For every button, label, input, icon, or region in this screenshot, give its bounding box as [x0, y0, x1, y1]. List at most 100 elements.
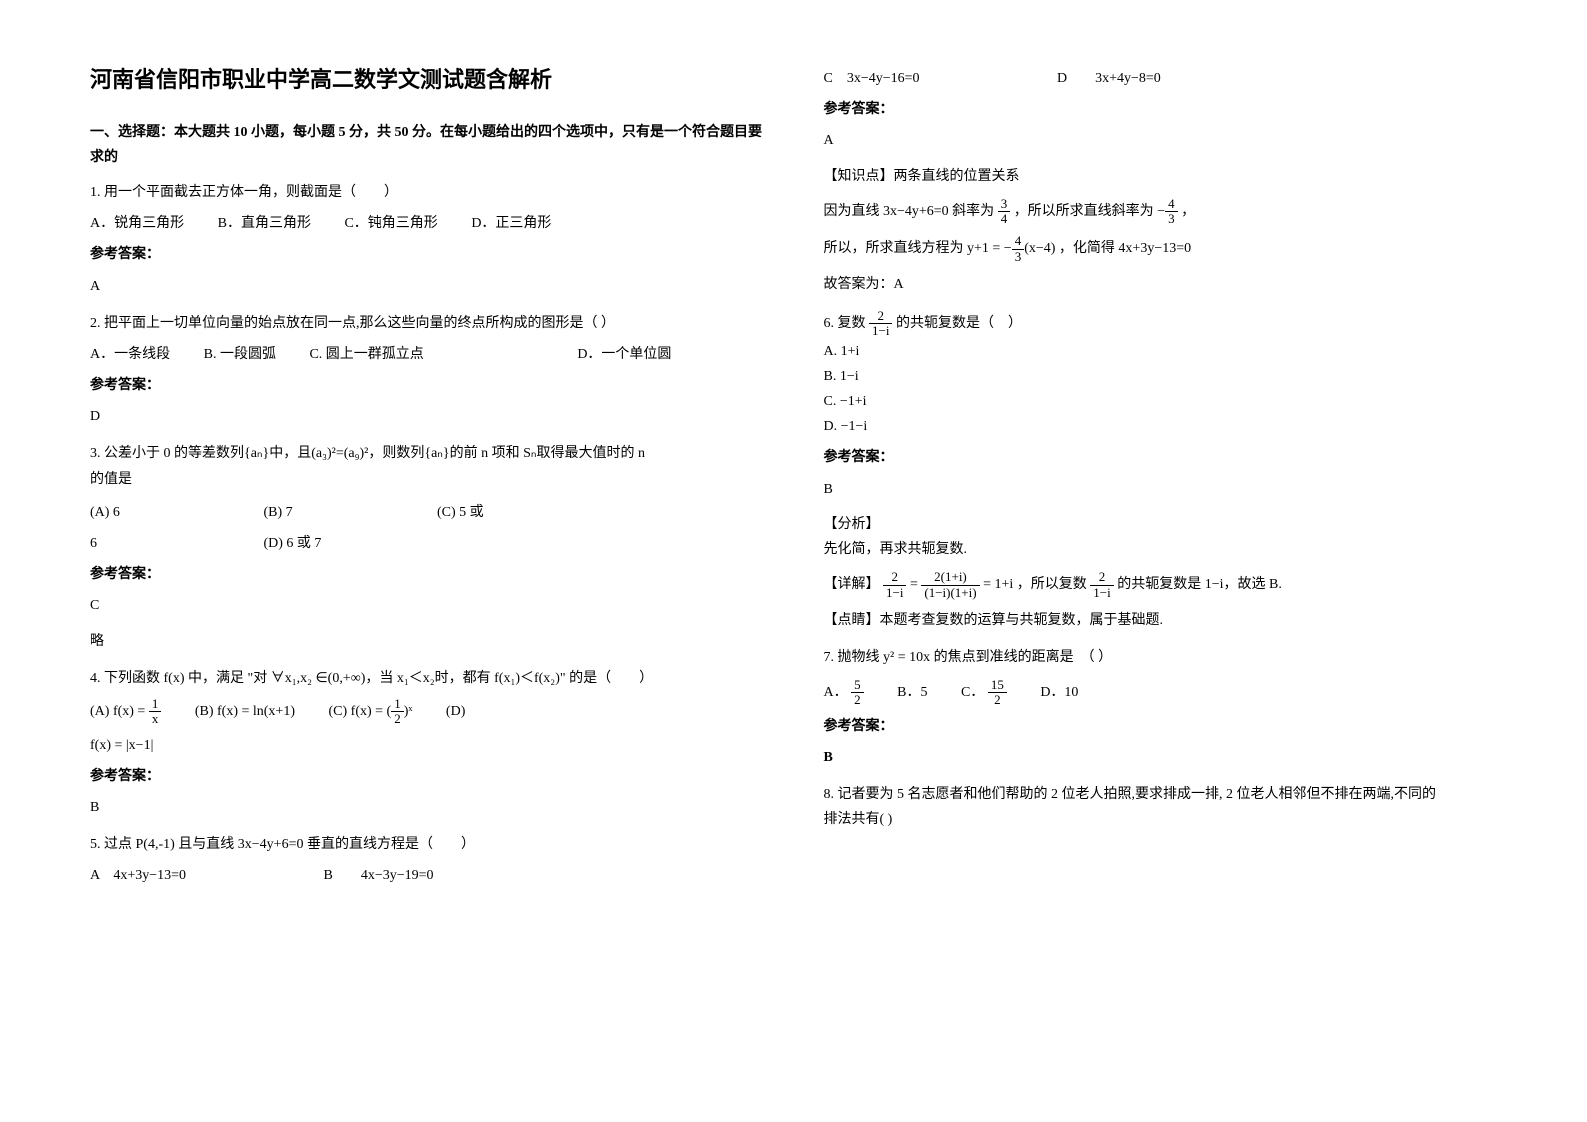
question-7: 7. 抛物线 y² = 10x 的焦点到准线的距离是 （ ） A． 52 B．5… — [824, 645, 1498, 770]
q4-optD-line: f(x) = |x−1| — [90, 733, 764, 758]
q2-answer-label: 参考答案： — [90, 373, 764, 398]
q5-explain1: 因为直线 3x−4y+6=0 斜率为 34 ，所以所求直线斜率为 −43 ， — [824, 197, 1498, 227]
q3-text-p2: 的值是 — [90, 467, 764, 492]
q6-detail-frac3: 21−i — [1090, 570, 1113, 600]
q4-optC-frac: 12 — [391, 697, 404, 727]
q5-explain2: 所以，所求直线方程为 y+1 = −43(x−4) ，化简得 4x+3y−13=… — [824, 234, 1498, 264]
q4-optC-pre: (C) — [328, 704, 347, 719]
q3-text-p1: 3. 公差小于 0 的等差数列{aₙ}中，且(a₃)²=(a₉)²，则数列{aₙ… — [90, 441, 764, 466]
q4-answer: B — [90, 795, 764, 820]
q2-optA: A．一条线段 — [90, 342, 170, 367]
question-2: 2. 把平面上一切单位向量的始点放在同一点,那么这些向量的终点所构成的图形是（ … — [90, 311, 764, 430]
section-header: 一、选择题：本大题共 10 小题，每小题 5 分，共 50 分。在每小题给出的四… — [90, 120, 764, 170]
right-column: C 3x−4y−16=0 D 3x+4y−8=0 参考答案： A 【知识点】两条… — [824, 60, 1498, 1062]
q1-options: A．锐角三角形 B．直角三角形 C．钝角三角形 D．正三角形 — [90, 211, 764, 236]
q6-frac: 21−i — [869, 309, 892, 339]
q4-text: 4. 下列函数 f(x) 中，满足 "对 ∀x₁,x₂ ∈(0,+∞)，当 x₁… — [90, 666, 764, 691]
q6-optB: B. 1−i — [824, 364, 1498, 389]
question-1: 1. 用一个平面截去正方体一角，则截面是（ ） A．锐角三角形 B．直角三角形 … — [90, 180, 764, 299]
q2-answer: D — [90, 404, 764, 429]
q6-detail-frac1: 21−i — [883, 570, 906, 600]
q4-optA-pre: (A) — [90, 704, 109, 719]
q8-text-p1: 8. 记者要为 5 名志愿者和他们帮助的 2 位老人拍照,要求排成一排, 2 位… — [824, 782, 1498, 807]
q4-optD: (D) — [446, 699, 465, 724]
q1-text: 1. 用一个平面截去正方体一角，则截面是（ ） — [90, 180, 764, 205]
q5-answer: A — [824, 128, 1498, 153]
q1-answer: A — [90, 274, 764, 299]
question-4: 4. 下列函数 f(x) 中，满足 "对 ∀x₁,x₂ ∈(0,+∞)，当 x₁… — [90, 666, 764, 820]
q6-answer: B — [824, 477, 1498, 502]
q7-optA-frac: 52 — [851, 678, 864, 708]
q1-optD: D．正三角形 — [471, 211, 551, 236]
q5-options-row1: A 4x+3y−13=0 B 4x−3y−19=0 — [90, 863, 764, 888]
q1-optC: C．钝角三角形 — [344, 211, 437, 236]
q3-optA: (A) 6 — [90, 500, 230, 525]
q5-knowledge: 【知识点】两条直线的位置关系 — [824, 164, 1498, 189]
q6-note: 【点睛】本题考查复数的运算与共轭复数，属于基础题. — [824, 608, 1498, 633]
q5-text: 5. 过点 P(4,-1) 且与直线 3x−4y+6=0 垂直的直线方程是（ ） — [90, 832, 764, 857]
q1-answer-label: 参考答案： — [90, 242, 764, 267]
q8-text-p2: 排法共有( ) — [824, 807, 1498, 832]
q4-optA: (A) f(x) = 1x — [90, 697, 161, 727]
question-6: 6. 复数 21−i 的共轭复数是（ ） A. 1+i B. 1−i C. −1… — [824, 309, 1498, 633]
question-5-head: 5. 过点 P(4,-1) 且与直线 3x−4y+6=0 垂直的直线方程是（ ）… — [90, 832, 764, 888]
q1-optA: A．锐角三角形 — [90, 211, 184, 236]
q3-optC: (C) 5 或 — [437, 500, 484, 525]
q5-frac2: 43 — [1165, 197, 1178, 227]
q7-optC-frac: 152 — [988, 678, 1007, 708]
q4-options: (A) f(x) = 1x (B) f(x) = ln(x+1) (C) f(x… — [90, 697, 764, 727]
q6-text: 6. 复数 21−i 的共轭复数是（ ） — [824, 309, 1498, 339]
q6-optA: A. 1+i — [824, 339, 1498, 364]
q7-answer: B — [824, 745, 1498, 770]
q5-answer-label: 参考答案： — [824, 97, 1498, 122]
q6-detail-frac2: 2(1+i)(1−i)(1+i) — [921, 570, 979, 600]
q4-optC-post: )ˣ — [404, 704, 413, 719]
q7-optA: A． 52 — [824, 678, 864, 708]
q6-analysis-label: 【分析】 — [824, 512, 1498, 537]
q5-explain3: 故答案为：A — [824, 272, 1498, 297]
q4-optA-frac: 1x — [149, 697, 162, 727]
q3-optD: (D) 6 或 7 — [264, 531, 322, 556]
q7-options: A． 52 B．5 C． 152 D．10 — [824, 678, 1498, 708]
q2-optB: B. 一段圆弧 — [204, 342, 276, 367]
q3-answer: C — [90, 593, 764, 618]
q5-frac1: 34 — [998, 197, 1011, 227]
q3-options-row2: 6 (D) 6 或 7 — [90, 531, 764, 556]
q7-optB: B．5 — [897, 680, 927, 705]
q4-optC: (C) f(x) = (12)ˣ — [328, 697, 412, 727]
q5-frac3: 43 — [1012, 234, 1025, 264]
question-8: 8. 记者要为 5 名志愿者和他们帮助的 2 位老人拍照,要求排成一排, 2 位… — [824, 782, 1498, 832]
q3-optC2: 6 — [90, 531, 230, 556]
q4-optB: (B) f(x) = ln(x+1) — [195, 699, 295, 724]
q7-text: 7. 抛物线 y² = 10x 的焦点到准线的距离是 （ ） — [824, 645, 1498, 670]
q5-optC: C 3x−4y−16=0 — [824, 66, 1024, 91]
q6-analysis: 先化简，再求共轭复数. — [824, 537, 1498, 562]
q6-detail: 【详解】 21−i = 2(1+i)(1−i)(1+i) = 1+i ，所以复数… — [824, 570, 1498, 600]
q5-optD: D 3x+4y−8=0 — [1057, 66, 1161, 91]
q3-optB: (B) 7 — [264, 500, 404, 525]
q4-answer-label: 参考答案： — [90, 764, 764, 789]
q1-optB: B．直角三角形 — [218, 211, 311, 236]
q2-optD: D．一个单位圆 — [577, 342, 671, 367]
q6-optC: C. −1+i — [824, 389, 1498, 414]
q3-note: 略 — [90, 629, 764, 654]
left-column: 河南省信阳市职业中学高二数学文测试题含解析 一、选择题：本大题共 10 小题，每… — [90, 60, 764, 1062]
q2-optC: C. 圆上一群孤立点 — [309, 342, 423, 367]
q2-text: 2. 把平面上一切单位向量的始点放在同一点,那么这些向量的终点所构成的图形是（ … — [90, 311, 764, 336]
question-3: 3. 公差小于 0 的等差数列{aₙ}中，且(a₃)²=(a₉)²，则数列{aₙ… — [90, 441, 764, 653]
q7-answer-label: 参考答案： — [824, 714, 1498, 739]
page-title: 河南省信阳市职业中学高二数学文测试题含解析 — [90, 60, 764, 100]
q3-options-row1: (A) 6 (B) 7 (C) 5 或 — [90, 500, 764, 525]
q3-answer-label: 参考答案： — [90, 562, 764, 587]
q5-optB: B 4x−3y−19=0 — [324, 863, 434, 888]
q5-optA: A 4x+3y−13=0 — [90, 863, 290, 888]
q4-optA-eq: f(x) = — [113, 704, 149, 719]
question-5-cont: C 3x−4y−16=0 D 3x+4y−8=0 参考答案： A 【知识点】两条… — [824, 66, 1498, 297]
q4-optC-eq: f(x) = ( — [351, 704, 392, 719]
q6-answer-label: 参考答案： — [824, 445, 1498, 470]
q6-optD: D. −1−i — [824, 414, 1498, 439]
q7-optC: C． 152 — [961, 678, 1007, 708]
q7-optD: D．10 — [1040, 680, 1078, 705]
q2-options: A．一条线段 B. 一段圆弧 C. 圆上一群孤立点 D．一个单位圆 — [90, 342, 764, 367]
q5-options-row2: C 3x−4y−16=0 D 3x+4y−8=0 — [824, 66, 1498, 91]
